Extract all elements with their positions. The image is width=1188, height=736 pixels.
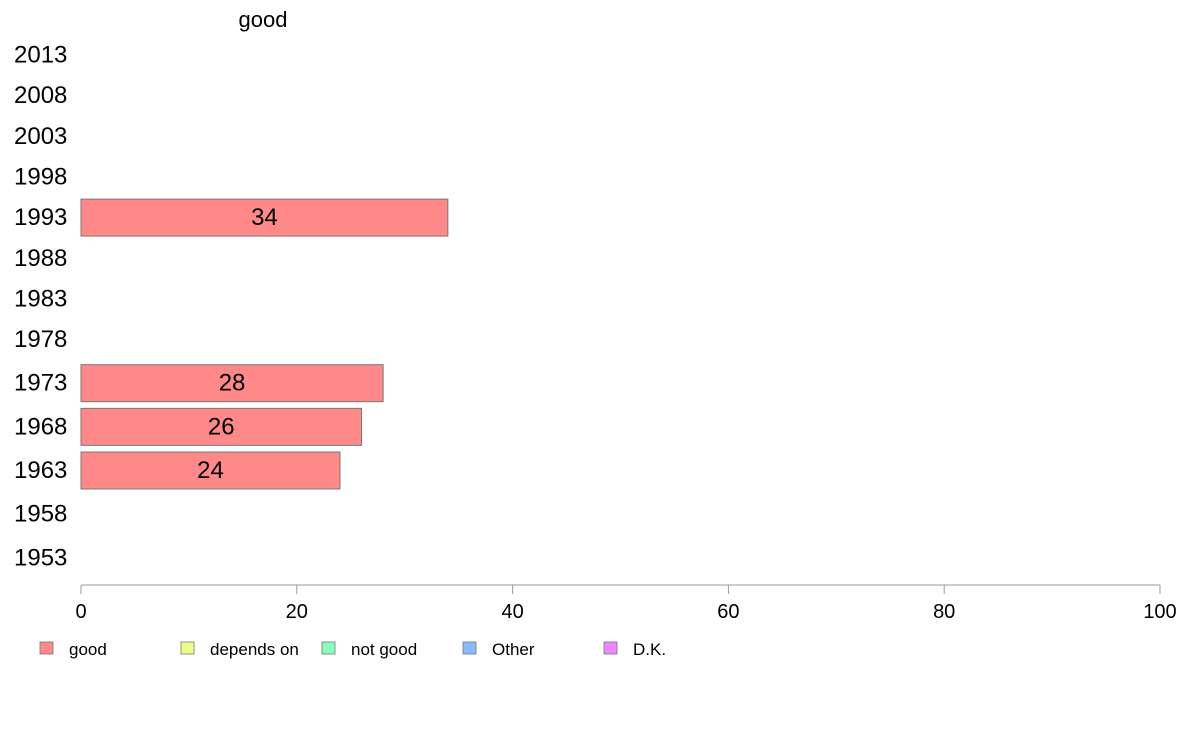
data-label-1968: 26 (208, 413, 235, 440)
legend-swatch-1 (180, 641, 195, 655)
legend-label-2: not good (351, 640, 417, 659)
category-label-2013: 2013 (14, 42, 67, 69)
category-label-1983: 1983 (14, 285, 67, 312)
data-label-1993: 34 (251, 204, 278, 231)
data-label-1963: 24 (197, 457, 224, 484)
category-label-1998: 1998 (14, 163, 67, 190)
x-axis: 0 20 40 60 80 100 (75, 584, 1177, 623)
bar-1973 (80, 364, 384, 403)
legend-swatch-2 (321, 641, 336, 655)
legend-swatch-0 (39, 641, 54, 655)
legend-label-4: D.K. (633, 640, 666, 659)
x-tick-label-0: 0 (75, 601, 86, 623)
category-label-1973: 1973 (14, 370, 67, 397)
category-labels: 2013 2008 2003 1998 1993 1988 1983 1978 1973 1968… (14, 42, 67, 572)
x-tick-label-60: 60 (717, 601, 739, 623)
legend: good depends on not good Other D.K. (39, 640, 666, 659)
bar-1963 (80, 451, 341, 490)
category-label-1963: 1963 (14, 457, 67, 484)
legend-label-0: good (69, 640, 107, 659)
category-label-2003: 2003 (14, 123, 67, 150)
category-label-1953: 1953 (14, 544, 67, 571)
category-label-1988: 1988 (14, 245, 67, 272)
bar-1968 (80, 407, 363, 446)
x-tick-label-100: 100 (1143, 601, 1176, 623)
data-label-1973: 28 (219, 370, 246, 397)
x-tick-label-80: 80 (933, 601, 955, 623)
category-label-1968: 1968 (14, 413, 67, 440)
category-label-2008: 2008 (14, 82, 67, 109)
bars: 34 28 26 24 (80, 198, 449, 490)
category-label-1958: 1958 (14, 501, 67, 528)
legend-label-3: Other (492, 640, 535, 659)
chart-title: good (239, 7, 288, 32)
legend-label-1: depends on (210, 640, 299, 659)
bar-1993 (80, 198, 449, 237)
category-label-1978: 1978 (14, 326, 67, 353)
legend-swatch-3 (462, 641, 477, 655)
legend-swatch-4 (603, 641, 618, 655)
category-label-1993: 1993 (14, 204, 67, 231)
x-tick-label-20: 20 (286, 601, 308, 623)
x-tick-label-40: 40 (501, 601, 523, 623)
